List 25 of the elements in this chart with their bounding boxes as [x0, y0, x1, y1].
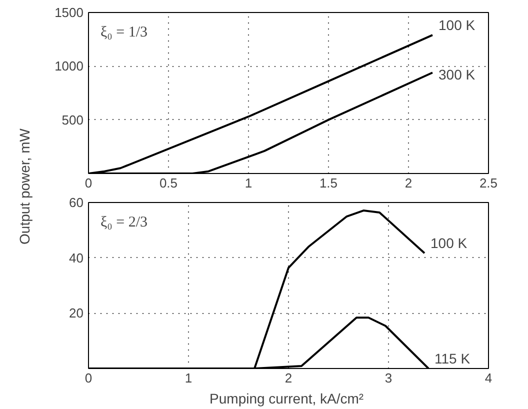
x-tick-label: 1: [244, 176, 252, 190]
x-tick-label: 3: [384, 370, 392, 386]
annotation: ξ₀ = 1/3: [100, 24, 148, 40]
y-tick-label: 60: [69, 195, 84, 210]
y-tick-label: 1500: [54, 5, 84, 20]
x-tick-label: 2: [284, 370, 292, 386]
x-tick-label: 0.5: [159, 176, 178, 190]
x-axis-title: Pumping current, kA/cm²: [210, 390, 364, 406]
y-tick-label: 20: [69, 306, 84, 321]
x-tick-label: 0: [84, 370, 92, 386]
x-tick-label: 1.5: [319, 176, 338, 190]
y-tick-label: 1000: [54, 58, 84, 74]
annotation: ξ₀ = 2/3: [100, 214, 148, 230]
series-label: 100 K: [430, 235, 468, 252]
y-tick-label: 500: [62, 112, 84, 128]
series-label: 115 K: [434, 350, 471, 366]
x-tick-label: 2.5: [479, 176, 498, 190]
x-tick-label: 2: [404, 176, 412, 190]
x-tick-label: 0: [84, 176, 92, 190]
series-label: 100 K: [438, 17, 476, 34]
y-tick-label: 40: [69, 250, 84, 266]
y-axis-title: Output power, mW: [16, 128, 32, 244]
x-tick-label: 4: [484, 370, 492, 386]
series-label: 300 K: [438, 66, 476, 83]
x-tick-label: 1: [184, 370, 192, 386]
